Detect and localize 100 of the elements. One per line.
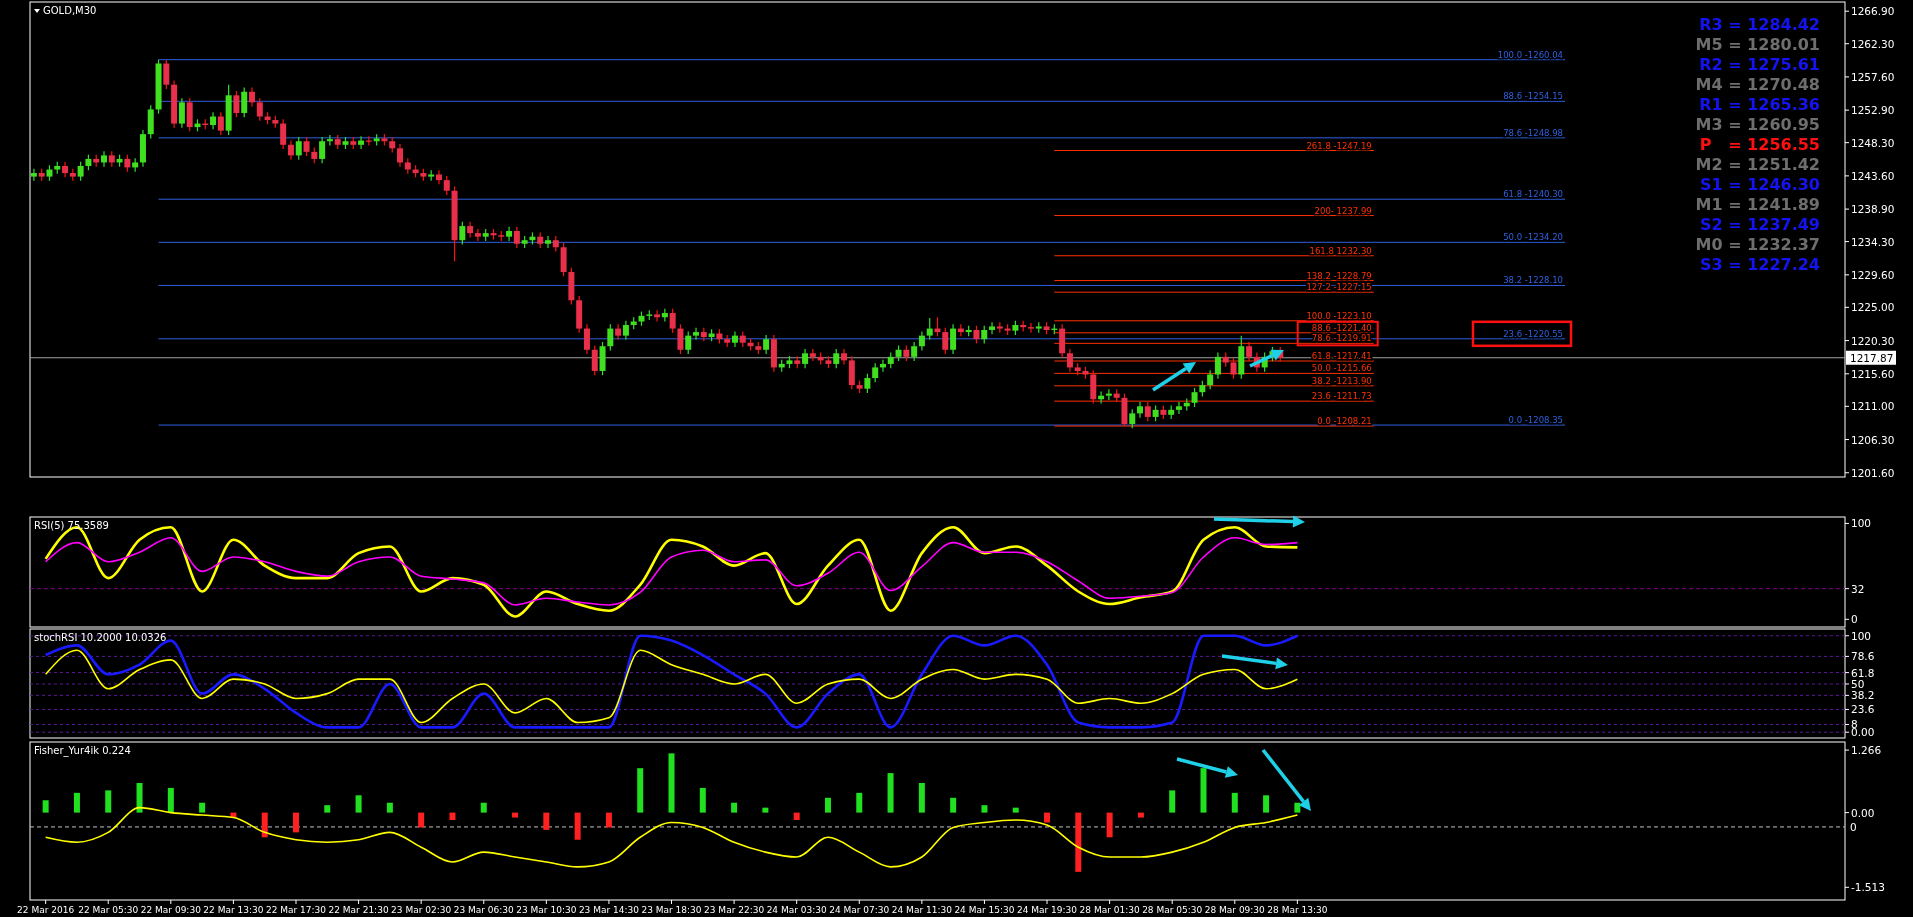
bar <box>1044 812 1051 823</box>
y-tick-label: 1229.60 <box>1851 268 1895 281</box>
candlestick <box>1214 352 1221 380</box>
y-tick-label: 1206.30 <box>1851 433 1895 446</box>
bar <box>261 812 268 838</box>
annotation: 200- 1237.99 <box>1314 205 1372 216</box>
candlestick <box>163 59 170 90</box>
bar <box>73 792 80 813</box>
x-tick-label: 28 Mar 09:30 <box>1204 905 1266 915</box>
x-tick-label: 22 Mar 13:30 <box>203 905 264 915</box>
candlestick <box>607 323 614 352</box>
candlestick <box>506 226 513 242</box>
bar <box>199 802 206 813</box>
annotation: M5 = 1280.01 <box>1695 35 1820 54</box>
y-tick-label: 1234.30 <box>1851 235 1895 248</box>
candlestick <box>1175 401 1182 415</box>
candlestick <box>1246 341 1253 362</box>
bar <box>1200 768 1207 813</box>
bar <box>480 802 487 813</box>
y-tick-label: 32 <box>1851 582 1865 595</box>
bar <box>1263 795 1270 813</box>
candlestick <box>1129 408 1136 429</box>
candlestick <box>926 317 933 341</box>
y-tick-label: 0.00 <box>1851 806 1875 819</box>
candlestick <box>249 86 256 108</box>
candlestick <box>1207 369 1214 390</box>
x-tick-label: 28 Mar 01:30 <box>1079 905 1140 915</box>
candlestick <box>809 348 816 362</box>
candlestick <box>841 348 848 366</box>
bar <box>731 802 738 813</box>
x-tick-label: 23 Mar 02:30 <box>391 905 452 915</box>
candlestick <box>474 228 481 242</box>
annotation: 50.0 -1234.20 <box>1503 232 1563 243</box>
annotation: 23.6 -1211.73 <box>1311 391 1372 402</box>
y-tick-label: 100 <box>1851 629 1872 642</box>
annotation: S2 = 1237.49 <box>1699 215 1820 234</box>
y-tick-label: 0 <box>1851 613 1858 626</box>
candlestick <box>256 97 263 122</box>
bar <box>1169 790 1176 813</box>
candlestick <box>864 373 871 394</box>
candlestick <box>1027 322 1034 334</box>
annotation: M4 = 1270.48 <box>1695 75 1820 94</box>
x-tick-label: 22 Mar 2016 <box>17 905 75 915</box>
candlestick <box>685 330 692 355</box>
bar <box>793 812 800 821</box>
annotation: M0 = 1232.37 <box>1695 235 1820 254</box>
y-tick-label: 50 <box>1851 677 1865 690</box>
annotation: 138.2 -1228.79 <box>1306 270 1372 281</box>
annotation: S3 = 1227.24 <box>1699 255 1820 274</box>
annotation: 38.2 -1228.10 <box>1503 275 1563 286</box>
bar <box>856 792 863 813</box>
annotation: 161.8 1232.30 <box>1309 245 1372 256</box>
candlestick <box>872 362 879 383</box>
annotation: 88.6 -1221.40 <box>1311 322 1372 333</box>
y-tick-label: 1243.60 <box>1851 169 1895 182</box>
annotation: 261.8 -1247.19 <box>1306 140 1372 151</box>
candlestick <box>622 320 629 341</box>
annotation: 100.0 -1223.10 <box>1306 310 1372 321</box>
candlestick <box>583 323 590 355</box>
bar <box>386 802 393 813</box>
x-tick-label: 24 Mar 03:30 <box>766 905 827 915</box>
x-tick-label: 28 Mar 13:30 <box>1267 905 1328 915</box>
ref-line-label: 1217.87 <box>1850 351 1894 364</box>
bar <box>167 787 174 813</box>
y-tick-label: -1.513 <box>1851 881 1885 894</box>
candlestick <box>918 330 925 352</box>
candlestick <box>178 97 185 129</box>
candlestick <box>358 135 365 150</box>
candlestick <box>1137 401 1144 419</box>
annotation: 100.0 -1260.04 <box>1497 49 1563 60</box>
candlestick <box>591 344 598 376</box>
bar <box>824 797 831 813</box>
annotation: M3 = 1260.95 <box>1695 115 1820 134</box>
bar <box>605 812 612 828</box>
annotation: 0.0 -1208.21 <box>1317 416 1372 427</box>
y-tick-label: 1201.60 <box>1851 466 1895 479</box>
annotation: 38.2 -1213.90 <box>1311 375 1372 386</box>
bar <box>1075 812 1082 872</box>
y-tick-label: 1225.00 <box>1851 301 1895 314</box>
line-series <box>44 537 1299 606</box>
candlestick <box>280 118 287 150</box>
x-tick-label: 28 Mar 05:30 <box>1142 905 1203 915</box>
candlestick <box>669 308 676 334</box>
annotation: M1 = 1241.89 <box>1695 195 1820 214</box>
candlestick <box>545 235 552 249</box>
bar <box>543 812 550 830</box>
candlestick <box>1191 387 1198 408</box>
y-tick-label: 1.266 <box>1851 744 1882 757</box>
y-tick-label: 61.8 <box>1851 666 1875 679</box>
x-tick-label: 22 Mar 09:30 <box>140 905 202 915</box>
candlestick <box>763 334 770 355</box>
candlestick <box>802 348 809 369</box>
bar <box>136 782 143 813</box>
candlestick <box>435 169 442 185</box>
bar <box>1012 807 1019 813</box>
bar <box>887 773 894 813</box>
candlestick <box>459 221 466 246</box>
bar <box>637 768 644 813</box>
bar <box>324 805 331 813</box>
annotation: 50.0 -1215.66 <box>1311 363 1372 374</box>
